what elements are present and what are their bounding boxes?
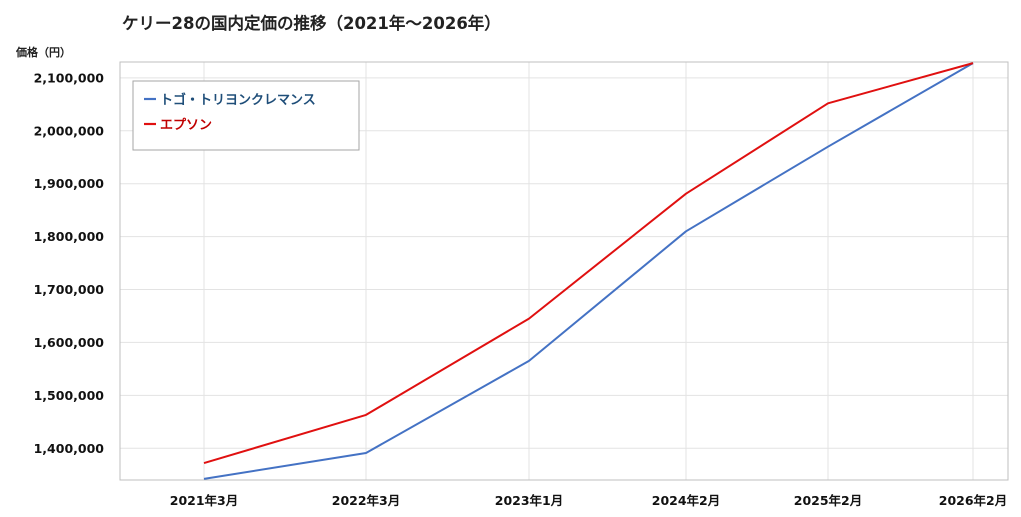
y-axis-label: 価格（円）	[15, 45, 71, 59]
y-tick-label: 1,800,000	[34, 229, 105, 244]
series-line-togo	[203, 62, 974, 480]
x-tick-label: 2021年3月	[170, 493, 239, 508]
legend: トゴ・トリヨンクレマンス エプソン	[132, 80, 360, 151]
y-tick-label: 1,700,000	[34, 282, 105, 297]
x-tick-label: 2023年1月	[495, 493, 564, 508]
x-axis-ticks: 2021年3月 2022年3月 2023年1月 2024年2月 2025年2月 2026年…	[170, 493, 1008, 508]
x-tick-label: 2025年2月	[794, 493, 863, 508]
legend-label-togo: トゴ・トリヨンクレマンス	[160, 92, 316, 108]
gridlines	[120, 62, 1008, 480]
x-tick-label: 2026年2月	[939, 493, 1008, 508]
y-tick-label: 1,400,000	[34, 441, 105, 456]
chart-title: ケリー28の国内定価の推移（2021年～2026年）	[122, 13, 501, 33]
series-lines	[203, 62, 974, 480]
y-tick-label: 1,900,000	[34, 176, 105, 191]
legend-label-epsom: エプソン	[160, 118, 212, 133]
y-tick-label: 1,600,000	[34, 335, 105, 350]
x-tick-label: 2024年2月	[652, 493, 721, 508]
legend-box	[132, 80, 360, 151]
x-tick-label: 2022年3月	[332, 493, 401, 508]
y-tick-label: 2,100,000	[34, 70, 105, 85]
series-line-epsom	[203, 62, 974, 465]
y-axis-ticks: 1,400,000 1,500,000 1,600,000 1,700,000 1,80…	[34, 70, 105, 455]
plot-area-frame	[119, 61, 1009, 481]
y-tick-label: 1,500,000	[34, 388, 105, 403]
y-tick-label: 2,000,000	[34, 123, 105, 138]
